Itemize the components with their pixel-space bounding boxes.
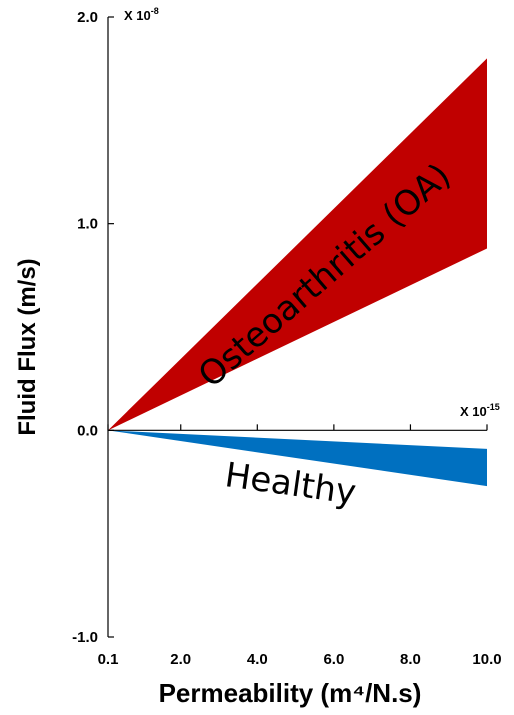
y-ticks: 2.0 1.0 0.0 -1.0: [72, 9, 114, 646]
x-tick-label: 8.0: [400, 651, 421, 668]
y-tick-label: 2.0: [77, 9, 98, 26]
y-tick-label: 0.0: [77, 422, 98, 439]
oa-band: [108, 58, 487, 431]
x-tick-label: 6.0: [323, 651, 344, 668]
x-tick-label: 10.0: [472, 651, 501, 668]
y-tick-label: 1.0: [77, 216, 98, 233]
x-multiplier: X 10-15: [460, 402, 500, 419]
y-tick-label: -1.0: [72, 629, 98, 646]
y-multiplier: X 10-8: [124, 6, 159, 23]
bands: [108, 58, 487, 487]
healthy-band: [108, 430, 487, 487]
x-tick-label: 2.0: [170, 651, 191, 668]
x-tick-label: 0.1: [98, 651, 119, 668]
y-axis-title: Fluid Flux (m/s): [14, 258, 41, 435]
x-tick-label: 4.0: [247, 651, 268, 668]
x-ticks: 0.1 2.0 4.0 6.0 8.0 10.0: [98, 424, 502, 668]
x-axis-title: Permeability (m⁴/N.s): [159, 678, 422, 708]
